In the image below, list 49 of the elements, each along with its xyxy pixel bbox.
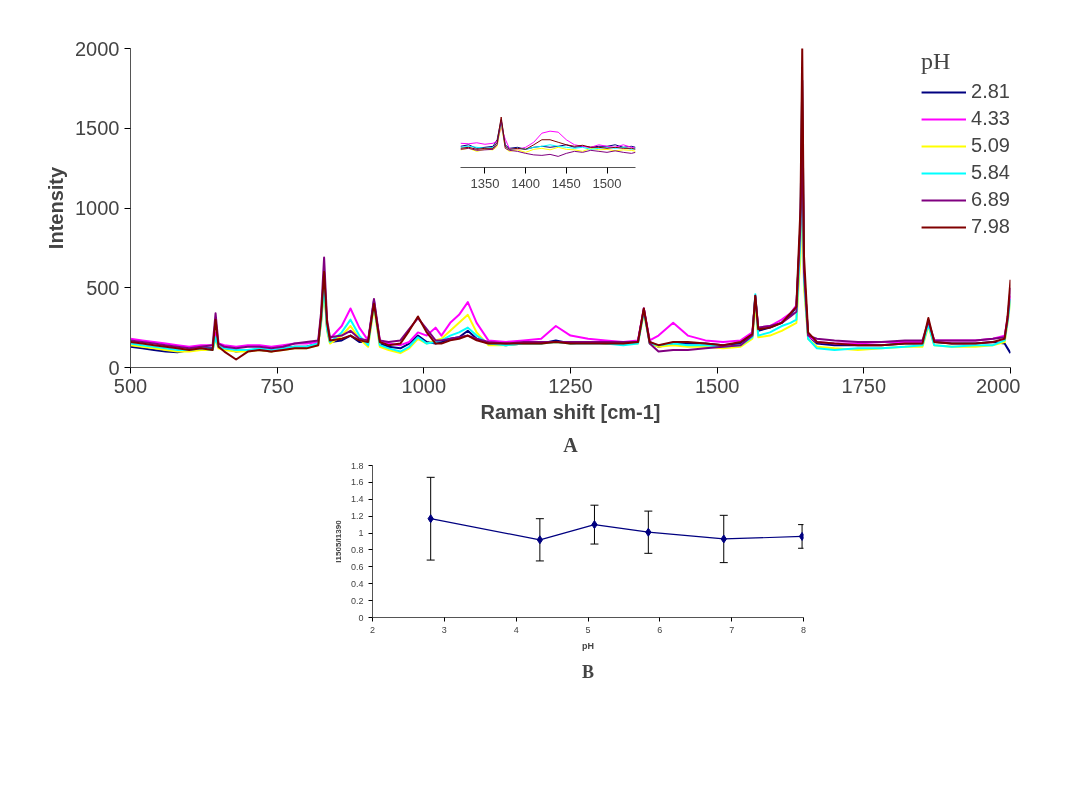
y-tick-label: 0.8 <box>350 544 364 555</box>
y-axis-title: I1505/I1390 <box>333 519 343 563</box>
y-tick-label: 1.4 <box>350 494 364 505</box>
legend-label: 7.98 <box>971 215 1010 238</box>
legend-title: pH <box>921 48 952 75</box>
x-tick-label: 1500 <box>592 175 622 191</box>
y-tick-label: 0 <box>358 612 364 623</box>
legend-label: 2.81 <box>971 80 1010 103</box>
x-tick-label: 1750 <box>841 374 887 397</box>
x-axis-title: Raman shift [cm-1] <box>480 400 661 423</box>
x-tick-label: 1250 <box>548 374 593 397</box>
point <box>427 514 434 524</box>
y-tick-label: 1.6 <box>350 477 364 488</box>
y-tick-label: 0.2 <box>350 595 364 606</box>
point <box>591 520 598 530</box>
y-tick-label: 1 <box>358 528 364 539</box>
point <box>645 527 652 537</box>
x-tick-label: 2 <box>370 624 376 635</box>
text: A <box>563 433 579 456</box>
x-tick-label: 1350 <box>470 175 500 191</box>
legend-label: 5.09 <box>971 134 1010 157</box>
x-tick-label: 1500 <box>694 374 740 397</box>
legend-label: 5.84 <box>971 161 1010 184</box>
y-axis-title: Intensity <box>45 166 68 250</box>
legend-label: 6.89 <box>971 188 1010 211</box>
x-tick-label: 2000 <box>976 374 1021 397</box>
x-tick-label: 1000 <box>401 374 447 397</box>
legend-label: 4.33 <box>971 107 1010 130</box>
y-tick-label: 0.4 <box>350 578 364 589</box>
point <box>536 535 544 545</box>
x-axis-title: pH <box>582 640 594 651</box>
x-tick-label: 6 <box>657 624 663 635</box>
y-tick-label: 1000 <box>75 197 120 219</box>
x-tick-label: 1450 <box>551 175 581 191</box>
y-tick-label: 2000 <box>75 37 120 60</box>
x-tick-label: 5 <box>585 624 591 635</box>
point <box>720 534 727 544</box>
x-tick-label: 8 <box>801 624 807 635</box>
y-tick-label: 500 <box>86 276 120 299</box>
x-tick-label: 7 <box>729 624 735 635</box>
x-tick-label: 3 <box>441 624 447 635</box>
text: B <box>582 661 595 682</box>
x-tick-label: 750 <box>260 374 294 397</box>
y-tick-label: 1500 <box>75 117 120 140</box>
x-tick-label: 4 <box>513 624 519 635</box>
x-tick-label: 1400 <box>511 175 541 191</box>
y-tick-label: 1.8 <box>350 460 364 471</box>
y-tick-label: 1.2 <box>350 511 364 522</box>
y-tick-label: 0.6 <box>350 561 364 572</box>
